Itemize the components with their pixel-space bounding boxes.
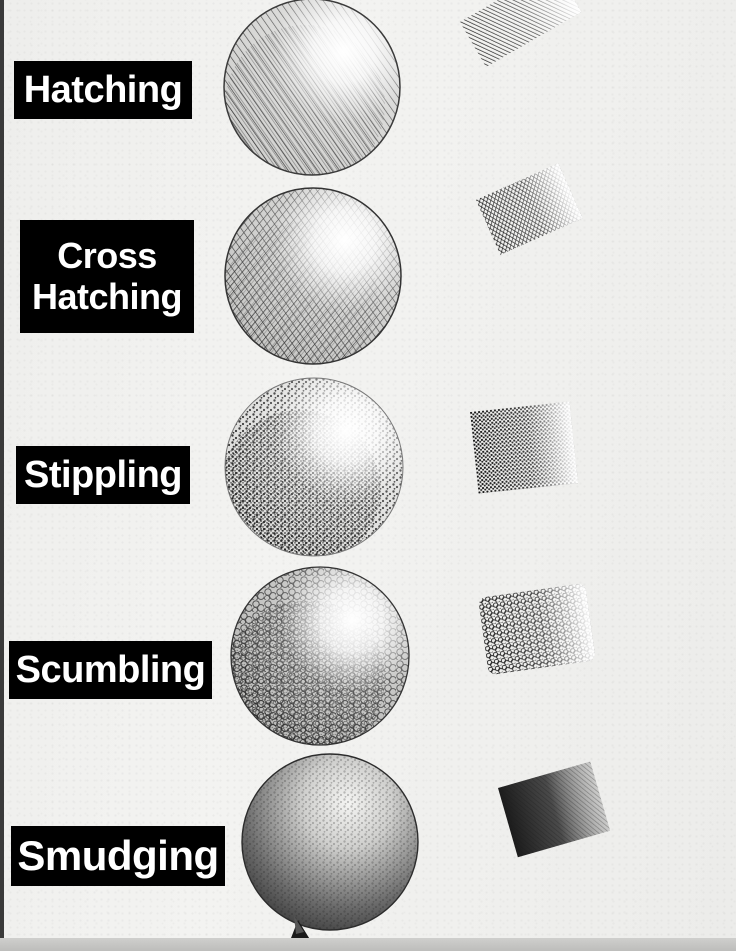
label-hatching: Hatching — [14, 61, 192, 119]
paper-bottom-edge — [0, 938, 736, 951]
scumbling-swatch — [479, 584, 595, 675]
stippling-swatch — [470, 401, 579, 494]
hatching-swatch — [460, 0, 582, 68]
smudging-sphere — [241, 753, 419, 931]
hatching-sphere — [223, 0, 401, 176]
label-scumbling: Scumbling — [9, 641, 212, 699]
smudging-swatch — [498, 761, 611, 858]
paper-left-edge — [0, 0, 4, 951]
label-stippling: Stippling — [16, 446, 190, 504]
label-cross-hatching: Cross Hatching — [20, 220, 194, 333]
cross-hatching-sphere — [224, 187, 402, 365]
cross-hatching-swatch — [476, 163, 583, 255]
label-smudging: Smudging — [11, 826, 225, 886]
stippling-sphere — [224, 377, 404, 557]
scumbling-sphere — [230, 566, 410, 746]
